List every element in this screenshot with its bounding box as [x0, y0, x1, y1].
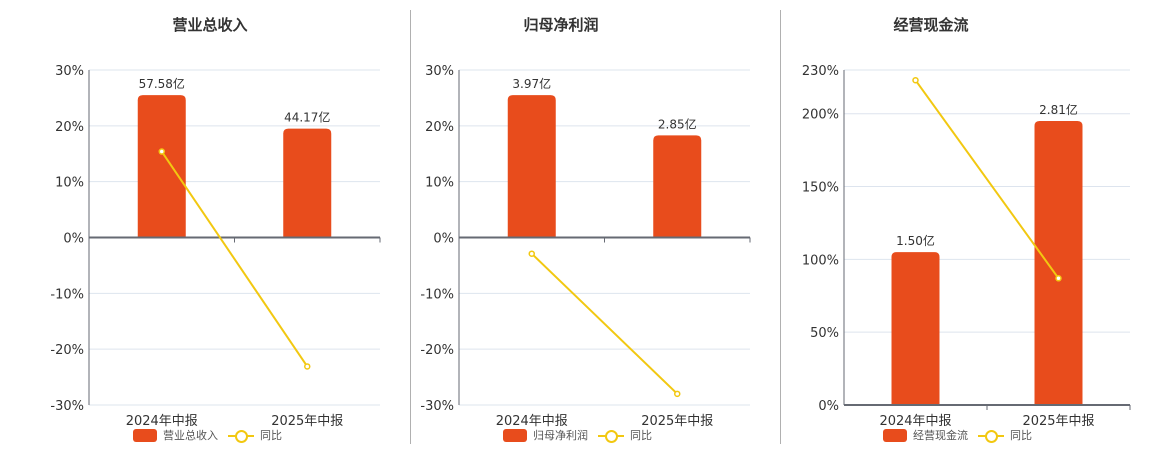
legend-bar-swatch[interactable]: [883, 428, 907, 442]
x-category-label: 2025年中报: [271, 414, 343, 429]
legend-line-swatch-icon[interactable]: [228, 429, 254, 443]
y-tick-label: 30%: [55, 64, 84, 79]
yoy-point[interactable]: [304, 363, 311, 370]
chart-plot-cash-flow: 230% 200% 150% 100% 50% 0% 1.50亿 2.81亿 2024年中报 20…: [802, 64, 1131, 429]
bar[interactable]: [507, 95, 556, 238]
yoy-point[interactable]: [158, 148, 165, 155]
y-tick-label: -10%: [50, 287, 84, 302]
bar-value-label: 3.97亿: [512, 76, 551, 91]
y-tick-label: 30%: [425, 64, 454, 79]
legend-bar-label[interactable]: 营业总收入: [163, 429, 218, 442]
x-category-label: 2025年中报: [1022, 414, 1094, 429]
bar-value-label: 2.81亿: [1039, 102, 1078, 117]
y-tick-label: 230%: [802, 64, 839, 79]
chart-title: 经营现金流: [893, 16, 969, 34]
legend: 归母净利润 同比: [503, 427, 652, 443]
bar[interactable]: [653, 135, 702, 238]
x-category-label: 2024年中报: [126, 414, 198, 429]
legend-line-label[interactable]: 同比: [1010, 429, 1032, 442]
chart-panel-cash-flow: 经营现金流 230% 200% 150% 100% 50% 0% 1.50亿 2.81亿 202…: [781, 0, 1160, 450]
y-tick-label: -30%: [50, 399, 84, 414]
chart-panel-revenue: 营业总收入 30% 20% 10% 0% -10% -20% -30% 57.58亿 44.17…: [0, 0, 410, 450]
y-tick-label: 10%: [425, 176, 454, 191]
bar-value-label: 44.17亿: [284, 110, 330, 125]
yoy-point[interactable]: [912, 76, 919, 84]
bar-value-label: 2.85亿: [658, 116, 697, 131]
chart-title: 营业总收入: [172, 16, 248, 34]
y-tick-label: 100%: [802, 253, 839, 268]
bar[interactable]: [1034, 120, 1083, 405]
yoy-point[interactable]: [528, 250, 535, 257]
bar[interactable]: [891, 252, 940, 405]
y-tick-label: -30%: [420, 399, 454, 414]
yoy-point[interactable]: [1055, 275, 1062, 282]
legend-line-label[interactable]: 同比: [630, 429, 652, 442]
legend-bar-swatch[interactable]: [503, 428, 527, 442]
x-category-label: 2024年中报: [879, 414, 951, 429]
bar-value-label: 1.50亿: [896, 233, 935, 248]
legend-line-label[interactable]: 同比: [260, 429, 282, 442]
y-tick-label: 20%: [55, 120, 84, 135]
x-category-label: 2025年中报: [641, 414, 713, 429]
bar[interactable]: [137, 95, 186, 238]
x-category-label: 2024年中报: [496, 414, 568, 429]
legend: 营业总收入 同比: [133, 427, 282, 443]
y-tick-label: 150%: [802, 181, 839, 196]
yoy-point[interactable]: [674, 390, 681, 398]
y-tick-label: -10%: [420, 287, 454, 302]
y-tick-label: 0%: [433, 232, 454, 247]
y-tick-label: -20%: [50, 343, 84, 358]
legend-bar-label[interactable]: 归母净利润: [533, 429, 588, 442]
yoy-line: [160, 150, 309, 368]
y-tick-label: 200%: [802, 108, 839, 123]
divider: [410, 10, 411, 444]
y-tick-label: 0%: [818, 399, 839, 414]
chart-panel-net-profit: 归母净利润 30% 20% 10% 0% -10% -20% -30% 3.97亿 2.85亿 2…: [411, 0, 781, 450]
divider: [780, 10, 781, 444]
legend-bar-swatch[interactable]: [133, 428, 157, 442]
yoy-line: [531, 252, 678, 395]
bar-value-label: 57.58亿: [139, 76, 185, 91]
y-tick-label: 0%: [63, 232, 84, 247]
y-tick-label: 20%: [425, 120, 454, 135]
y-tick-label: -20%: [420, 343, 454, 358]
legend-line-swatch-icon[interactable]: [598, 429, 624, 443]
chart-title: 归母净利润: [523, 16, 599, 34]
y-tick-label: 10%: [55, 176, 84, 191]
bar[interactable]: [283, 128, 332, 238]
yoy-line: [914, 79, 1060, 279]
chart-plot-net-profit: 30% 20% 10% 0% -10% -20% -30% 3.97亿 2.85亿 2024年中报…: [420, 64, 751, 429]
y-tick-label: 50%: [810, 326, 839, 341]
legend-line-swatch-icon[interactable]: [978, 429, 1004, 443]
chart-plot-revenue: 30% 20% 10% 0% -10% -20% -30% 57.58亿 44.17亿 2024年…: [50, 64, 381, 429]
legend-bar-label[interactable]: 经营现金流: [913, 429, 968, 442]
legend: 经营现金流 同比: [883, 427, 1032, 443]
